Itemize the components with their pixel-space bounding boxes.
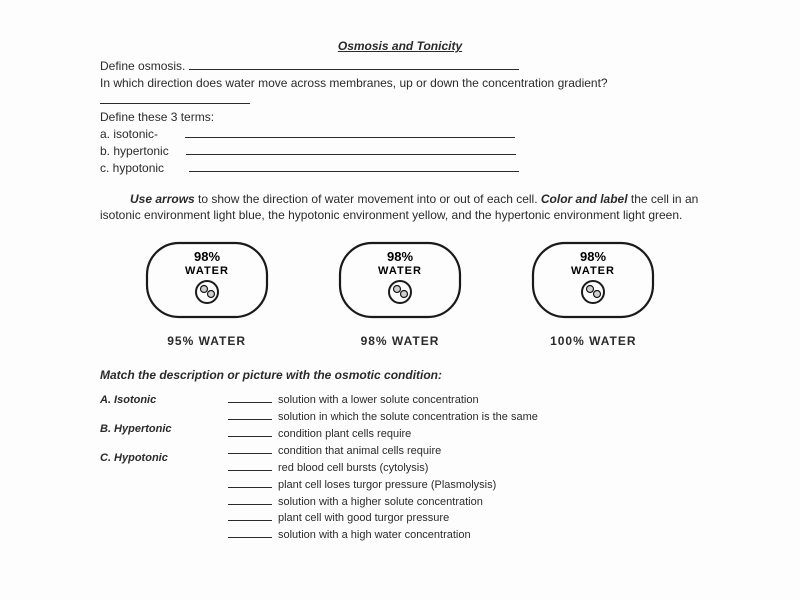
svg-text:98%: 98% bbox=[387, 249, 413, 264]
match-blank[interactable] bbox=[228, 444, 272, 454]
term-a-label: a. isotonic- bbox=[100, 127, 158, 141]
svg-text:WATER: WATER bbox=[378, 265, 422, 277]
q-define-terms-intro: Define these 3 terms: bbox=[100, 109, 700, 125]
option-c: C. Hypotonic bbox=[100, 451, 210, 466]
match-options: A. Isotonic B. Hypertonic C. Hypotonic bbox=[100, 393, 210, 545]
match-item: plant cell loses turgor pressure (Plasmo… bbox=[228, 478, 700, 493]
term-c-label: c. hypotonic bbox=[100, 161, 164, 175]
blank-hypotonic[interactable] bbox=[189, 162, 519, 173]
match-text: solution with a high water concentration bbox=[278, 529, 471, 541]
q-define-osmosis: Define osmosis. bbox=[100, 58, 700, 74]
worksheet-title: Osmosis and Tonicity bbox=[100, 38, 700, 54]
match-text: condition plant cells require bbox=[278, 428, 411, 440]
match-text: plant cell with good turgor pressure bbox=[278, 512, 449, 524]
svg-text:98%: 98% bbox=[194, 249, 220, 264]
instr-em2: Color and label bbox=[541, 192, 628, 206]
q-direction: In which direction does water move acros… bbox=[100, 75, 700, 107]
match-item: solution with a higher solute concentrat… bbox=[228, 495, 700, 510]
match-text: solution with a lower solute concentrati… bbox=[278, 394, 479, 406]
match-item: condition plant cells require bbox=[228, 427, 700, 442]
term-b-label: b. hypertonic bbox=[100, 144, 169, 158]
term-isotonic: a. isotonic- bbox=[100, 126, 700, 142]
cell-2-outside: 98% WATER bbox=[330, 333, 470, 349]
match-text: plant cell loses turgor pressure (Plasmo… bbox=[278, 479, 496, 491]
svg-text:WATER: WATER bbox=[185, 265, 229, 277]
match-item: plant cell with good turgor pressure bbox=[228, 511, 700, 526]
match-blank[interactable] bbox=[228, 427, 272, 437]
q2-text: In which direction does water move acros… bbox=[100, 76, 608, 90]
cell-2-svg: 98% WATER bbox=[330, 237, 470, 327]
term-hypotonic: c. hypotonic bbox=[100, 160, 700, 176]
cell-2: 98% WATER 98% WATER bbox=[330, 237, 470, 349]
match-blank[interactable] bbox=[228, 495, 272, 505]
q1-text: Define osmosis. bbox=[100, 59, 185, 73]
cell-1-outside: 95% WATER bbox=[137, 333, 277, 349]
option-a: A. Isotonic bbox=[100, 393, 210, 408]
instructions-block: Use arrows to show the direction of wate… bbox=[100, 191, 700, 223]
match-blank[interactable] bbox=[228, 511, 272, 521]
match-text: solution with a higher solute concentrat… bbox=[278, 496, 483, 508]
blank-osmosis[interactable] bbox=[189, 59, 519, 70]
match-text: red blood cell bursts (cytolysis) bbox=[278, 462, 428, 474]
svg-text:98%: 98% bbox=[580, 249, 606, 264]
instr-text1: to show the direction of water movement … bbox=[195, 192, 541, 206]
term-hypertonic: b. hypertonic bbox=[100, 143, 700, 159]
svg-text:WATER: WATER bbox=[571, 265, 615, 277]
match-items: solution with a lower solute concentrati… bbox=[228, 393, 700, 545]
match-item: condition that animal cells require bbox=[228, 444, 700, 459]
match-item: solution with a lower solute concentrati… bbox=[228, 393, 700, 408]
cell-3: 98% WATER 100% WATER bbox=[523, 237, 663, 349]
match-blank[interactable] bbox=[228, 410, 272, 420]
cell-3-outside: 100% WATER bbox=[523, 333, 663, 349]
match-area: A. Isotonic B. Hypertonic C. Hypotonic s… bbox=[100, 393, 700, 545]
blank-direction[interactable] bbox=[100, 93, 250, 104]
blank-hypertonic[interactable] bbox=[186, 144, 516, 155]
match-blank[interactable] bbox=[228, 394, 272, 404]
match-item: solution with a high water concentration bbox=[228, 528, 700, 543]
match-blank[interactable] bbox=[228, 528, 272, 538]
cell-3-svg: 98% WATER bbox=[523, 237, 663, 327]
match-text: condition that animal cells require bbox=[278, 445, 441, 457]
instr-em1: Use arrows bbox=[130, 192, 195, 206]
match-heading: Match the description or picture with th… bbox=[100, 367, 700, 383]
cell-1-svg: 98% WATER bbox=[137, 237, 277, 327]
option-b: B. Hypertonic bbox=[100, 422, 210, 437]
match-item: red blood cell bursts (cytolysis) bbox=[228, 461, 700, 476]
cell-1: 98% WATER 95% WATER bbox=[137, 237, 277, 349]
cells-row: 98% WATER 95% WATER 98% WATER 98% WATER … bbox=[110, 237, 690, 349]
match-text: solution in which the solute concentrati… bbox=[278, 411, 538, 423]
match-item: solution in which the solute concentrati… bbox=[228, 410, 700, 425]
blank-isotonic[interactable] bbox=[185, 127, 515, 138]
match-blank[interactable] bbox=[228, 461, 272, 471]
match-blank[interactable] bbox=[228, 478, 272, 488]
